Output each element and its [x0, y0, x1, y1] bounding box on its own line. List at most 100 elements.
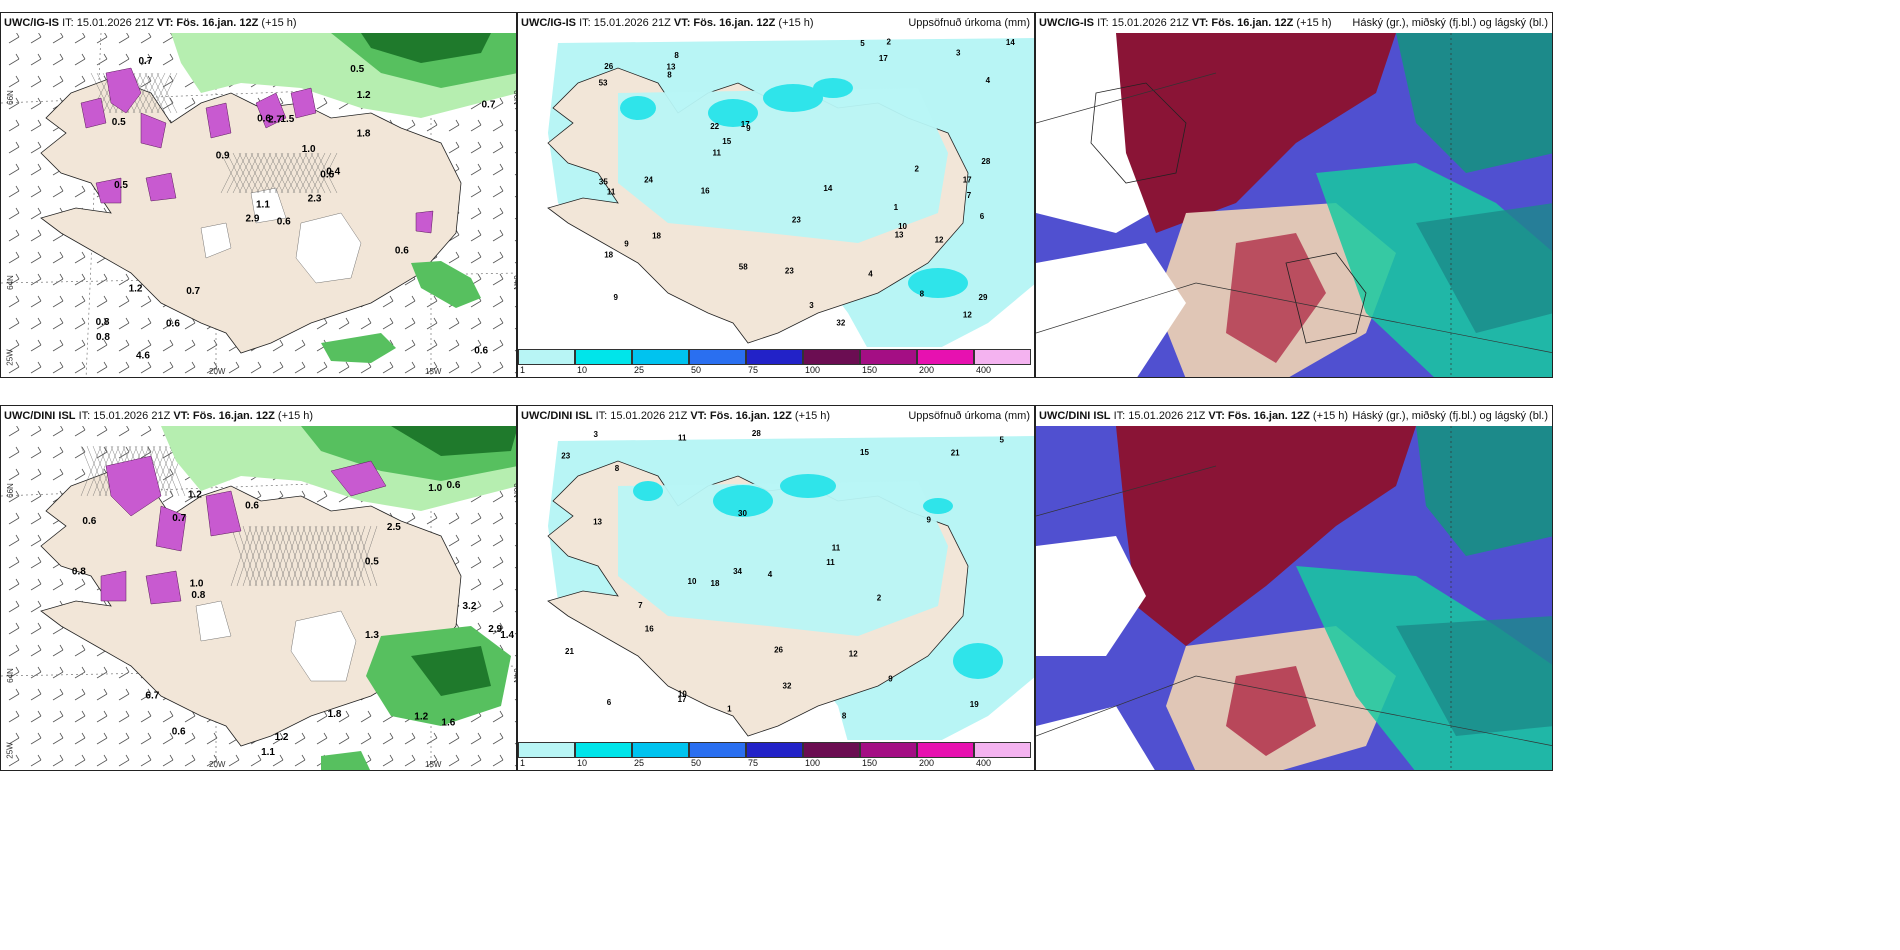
- wind-barb: [52, 688, 64, 701]
- wind-barb: [470, 163, 482, 176]
- wind-barb: [30, 33, 42, 44]
- wind-barb: [118, 33, 130, 44]
- wind-barb: [30, 119, 42, 132]
- wind-barb: [382, 317, 394, 330]
- wind-barb: [162, 732, 174, 745]
- wind-barb: [426, 317, 438, 330]
- wind-barb: [448, 732, 460, 745]
- colorbar-tick: 75: [748, 758, 759, 768]
- value-label: 11: [607, 188, 616, 197]
- wind-barb: [96, 710, 108, 723]
- wind-barb: [404, 295, 416, 308]
- wind-barb: [492, 141, 504, 154]
- wind-barb: [52, 53, 64, 66]
- wind-barb: [96, 317, 108, 330]
- value-label: 3.2: [463, 601, 477, 612]
- wind-barb: [184, 97, 196, 110]
- wind-barb: [118, 317, 130, 330]
- wind-barb: [470, 534, 482, 547]
- wind-barb: [492, 97, 504, 110]
- wind-barb: [30, 578, 42, 591]
- value-label: 1.2: [414, 712, 428, 723]
- value-label: 21: [565, 647, 574, 656]
- wind-barb: [140, 361, 152, 374]
- wind-barb: [470, 207, 482, 220]
- wind-barb: [30, 556, 42, 569]
- value-label: 1.5: [280, 114, 294, 125]
- wind-barb: [448, 141, 460, 154]
- wind-barb: [294, 732, 306, 745]
- wind-barb: [8, 512, 20, 525]
- wind-barb: [52, 710, 64, 723]
- wind-barb: [74, 295, 86, 308]
- value-label: 17: [879, 54, 888, 63]
- panel-header: UWC/DINI ISL IT: 15.01.2026 21Z VT: Fös.…: [518, 406, 1034, 426]
- value-label: 1.2: [275, 732, 289, 743]
- wind-barb: [206, 754, 218, 767]
- wind-barb: [448, 339, 460, 352]
- value-label: 0.6: [166, 319, 180, 330]
- colorbar-tick: 25: [634, 758, 645, 768]
- wind-barb: [30, 163, 42, 176]
- lon-label: 25W: [5, 349, 15, 366]
- wind-barb: [404, 119, 416, 132]
- colorbar-tick: 50: [691, 365, 702, 375]
- colorbar-swatch: [860, 349, 917, 365]
- value-label: 0.8: [96, 332, 110, 343]
- wind-barb: [30, 97, 42, 110]
- value-label: 0.5: [365, 557, 379, 568]
- value-label: 1.2: [129, 283, 143, 294]
- wind-barb: [206, 732, 218, 745]
- panel-wind-snow-igis: UWC/IG-IS IT: 15.01.2026 21Z VT: Fös. 16…: [0, 12, 517, 378]
- colorbar-tick: 400: [976, 365, 992, 375]
- value-label: 35: [599, 178, 608, 187]
- colorbar-swatch: [803, 349, 860, 365]
- wind-barb: [8, 317, 20, 330]
- wind-barb: [8, 666, 20, 679]
- wind-barb: [52, 251, 64, 264]
- wind-barb: [30, 273, 42, 286]
- value-label: 0.5: [112, 117, 126, 128]
- value-label: 0.5: [350, 64, 364, 75]
- value-label: 2: [887, 38, 892, 47]
- wind-barb: [8, 97, 20, 110]
- wind-barb: [184, 754, 196, 767]
- value-label: 1.8: [328, 709, 342, 720]
- wind-barb: [74, 426, 86, 437]
- wind-barb: [162, 754, 174, 767]
- wind-barb: [118, 710, 130, 723]
- lon-label: 20W: [209, 760, 226, 769]
- wind-barb: [492, 361, 504, 374]
- wind-barb: [30, 600, 42, 613]
- wind-barb: [294, 361, 306, 374]
- wind-barb: [96, 339, 108, 352]
- wind-barb: [74, 317, 86, 330]
- value-label: 11: [832, 544, 841, 553]
- colorbar-swatch: [917, 742, 974, 758]
- value-label: 30: [738, 509, 747, 518]
- wind-barb: [272, 339, 284, 352]
- colorbar-tick: 100: [805, 758, 821, 768]
- wind-barb: [448, 512, 460, 525]
- colorbar-swatch: [746, 742, 803, 758]
- wind-barb: [426, 754, 438, 767]
- value-label: 11: [713, 148, 722, 157]
- wind-barb: [492, 251, 504, 264]
- value-label: 1.3: [365, 630, 379, 641]
- wind-barb: [448, 251, 460, 264]
- wind-barb: [30, 622, 42, 635]
- value-label: 2.5: [387, 522, 401, 533]
- wind-barb: [30, 75, 42, 88]
- wind-barb: [30, 251, 42, 264]
- wind-barb: [8, 468, 20, 481]
- wind-barb: [360, 732, 372, 745]
- map-clouds: [1036, 426, 1552, 770]
- wind-barb: [338, 732, 350, 745]
- wind-barb: [426, 295, 438, 308]
- wind-barb: [8, 600, 20, 613]
- wind-barb: [404, 512, 416, 525]
- wind-barb: [162, 468, 174, 481]
- value-label: 0.8: [72, 567, 86, 578]
- panel-clouds-igis: UWC/IG-IS IT: 15.01.2026 21Z VT: Fös. 16…: [1035, 12, 1553, 378]
- value-label: 0.6: [474, 346, 488, 357]
